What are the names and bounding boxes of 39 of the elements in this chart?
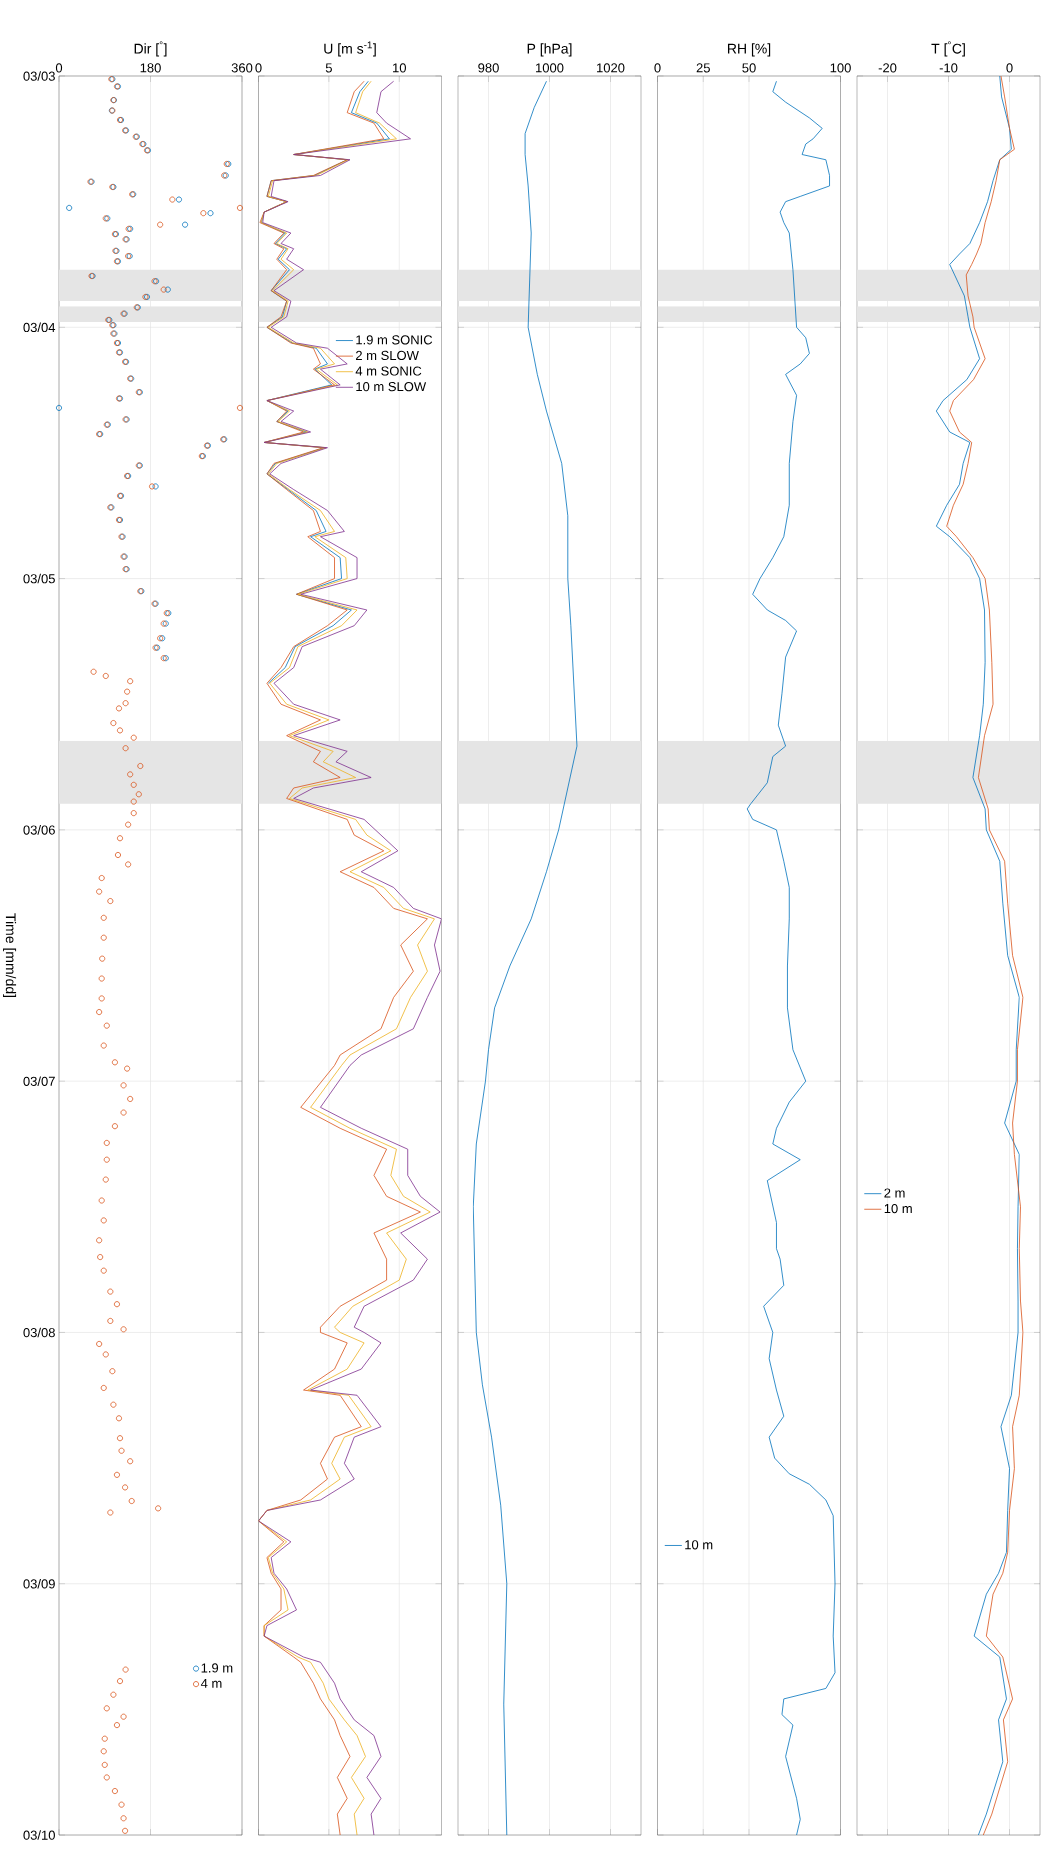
legend-label: 10 m xyxy=(685,1540,713,1550)
legend-label: 1.9 m SONIC xyxy=(356,335,433,345)
legend-label: 2 m xyxy=(884,1188,905,1198)
x-tick-label: 100 xyxy=(830,63,851,73)
x-axis-title: P [hPa] xyxy=(527,43,572,57)
legend-label: 4 m xyxy=(200,1678,222,1688)
legend-label: 10 m SLOW xyxy=(356,381,427,392)
x-axis-title: U [m s$^{-1}$] xyxy=(324,41,376,57)
y-tick-label: 03/05 xyxy=(23,573,55,584)
x-tick-label: 0 xyxy=(255,63,262,73)
y-tick-label: 03/03 xyxy=(23,71,55,81)
x-tick-label: 0 xyxy=(654,63,661,73)
legend-label: 2 m SLOW xyxy=(356,350,419,361)
y-tick-label: 03/06 xyxy=(23,825,55,835)
y-tick-label: 03/07 xyxy=(23,1076,55,1086)
legend-label: 4 m SONIC xyxy=(355,366,422,376)
legend-label: 1.9 m xyxy=(201,1663,233,1673)
x-tick-label: 0 xyxy=(1006,63,1013,73)
x-tick-label: 50 xyxy=(742,63,756,73)
y-tick-label: 03/08 xyxy=(23,1327,55,1338)
x-tick-label: -20 xyxy=(878,63,897,73)
x-tick-label: 180 xyxy=(140,63,161,73)
x-tick-label: 25 xyxy=(696,63,710,73)
x-tick-label: 360 xyxy=(231,63,253,73)
x-tick-label: 10 xyxy=(393,63,406,73)
x-tick-label: 0 xyxy=(55,63,63,73)
x-tick-label: 1020 xyxy=(597,63,625,73)
x-axis-title: Dir [$^{°}$] xyxy=(134,41,167,57)
x-tick-label: 980 xyxy=(478,63,499,73)
y-tick-label: 03/04 xyxy=(23,322,56,333)
x-tick-label: 1000 xyxy=(536,63,564,73)
x-axis-title: T [$^{°}$C] xyxy=(931,41,965,57)
x-tick-label: -10 xyxy=(939,63,958,73)
x-axis-title: RH [%] xyxy=(727,43,771,57)
y-axis-title: Time [mm/dd] xyxy=(3,913,17,998)
legend-label: 10 m xyxy=(884,1203,912,1214)
x-tick-label: 5 xyxy=(325,63,332,73)
y-tick-label: 03/09 xyxy=(23,1578,55,1589)
y-tick-label: 03/10 xyxy=(23,1830,55,1840)
